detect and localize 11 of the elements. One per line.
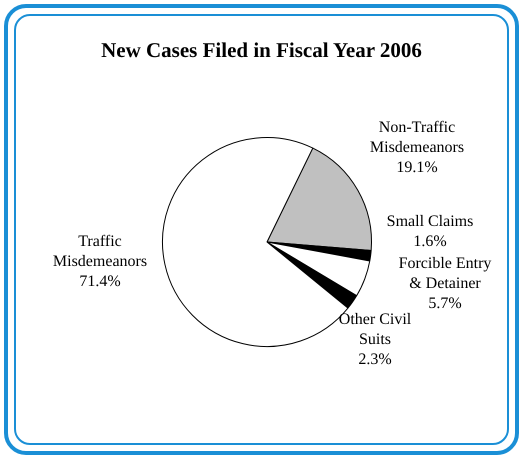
chart-title: New Cases Filed in Fiscal Year 2006: [100, 38, 423, 63]
slice-label: Non-Traffic Misdemeanors: [370, 119, 464, 156]
data-label: 19.1%: [396, 159, 438, 176]
slice-label: Small Claims: [386, 213, 474, 230]
slice-label: Other Civil Suits: [338, 311, 412, 348]
data-label: 1.6%: [413, 233, 447, 250]
slice-label: Forcible Entry & Detainer: [398, 255, 492, 292]
data-label: 71.4%: [79, 273, 121, 290]
data-label: 2.3%: [358, 351, 392, 368]
slice-label: Traffic Misdemeanors: [52, 233, 148, 270]
data-label: 5.7%: [428, 295, 462, 312]
